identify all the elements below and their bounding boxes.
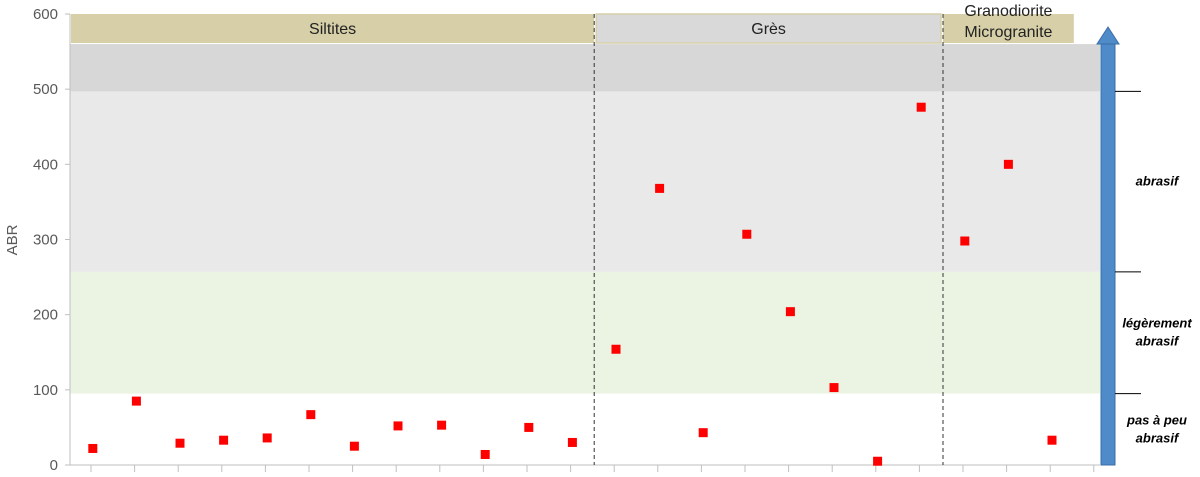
data-point-17 xyxy=(829,383,839,393)
group-label-2-0: Granodiorite xyxy=(964,3,1052,20)
data-point-11 xyxy=(567,437,577,447)
data-point-3 xyxy=(219,435,229,445)
group-header-1 xyxy=(595,13,942,44)
band-3 xyxy=(70,44,1100,92)
group-label-0: Siltites xyxy=(309,21,356,38)
data-point-8 xyxy=(437,420,447,430)
zone-label-1-1: abrasif xyxy=(1136,334,1180,349)
data-point-21 xyxy=(1003,159,1013,169)
zone-label-2-0: abrasif xyxy=(1136,174,1180,189)
data-point-22 xyxy=(1047,435,1057,445)
data-point-12 xyxy=(611,344,621,354)
data-point-2 xyxy=(175,438,185,448)
data-point-18 xyxy=(873,456,883,466)
abrasivity-bands xyxy=(70,44,1100,465)
data-point-7 xyxy=(393,421,403,431)
y-tick-label-300: 300 xyxy=(33,232,58,249)
data-point-9 xyxy=(480,449,490,459)
zone-label-0-0: pas à peu xyxy=(1126,412,1187,427)
y-tick-label-200: 200 xyxy=(33,307,58,324)
zone-label-1-0: légèrement xyxy=(1122,316,1192,331)
band-2 xyxy=(70,91,1100,272)
band-0 xyxy=(70,393,1100,465)
band-1 xyxy=(70,271,1100,394)
y-tick-label-0: 0 xyxy=(50,457,58,474)
group-label-2-1: Microgranite xyxy=(964,24,1052,41)
zone-label-0-1: abrasif xyxy=(1136,430,1180,445)
group-header-0 xyxy=(71,14,595,43)
y-tick-label-100: 100 xyxy=(33,382,58,399)
data-point-10 xyxy=(524,422,534,432)
data-point-1 xyxy=(131,396,141,406)
group-header-2 xyxy=(943,14,1074,43)
rock-groups: Siltites Grès Granodiorite Microgranite xyxy=(71,3,1074,465)
abrasivity-zones: pas à peu abrasif légèrement abrasif abrasif xyxy=(1096,26,1192,466)
data-point-6 xyxy=(349,441,359,451)
y-tick-label-400: 400 xyxy=(33,156,58,173)
y-tick-label-600: 600 xyxy=(33,6,58,23)
data-point-4 xyxy=(262,433,272,443)
data-point-19 xyxy=(916,102,926,112)
data-points xyxy=(88,102,1057,466)
data-point-5 xyxy=(306,410,316,420)
group-label-1: Grès xyxy=(751,21,786,38)
data-point-14 xyxy=(698,428,708,438)
data-point-0 xyxy=(88,443,98,453)
data-point-13 xyxy=(655,183,665,193)
data-point-16 xyxy=(785,307,795,317)
abrasivity-arrow-head xyxy=(1096,26,1120,45)
axes: 0 100 200 300 400 500 600 xyxy=(33,6,1100,474)
data-point-20 xyxy=(960,236,970,246)
abrasivity-arrow-shaft xyxy=(1100,41,1116,466)
y-tick-label-500: 500 xyxy=(33,81,58,98)
data-point-15 xyxy=(742,229,752,239)
y-axis-title: ABR xyxy=(4,224,21,255)
